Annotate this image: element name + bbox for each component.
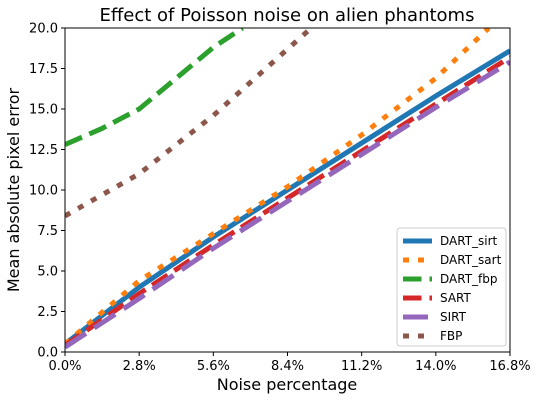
legend-label: DART_sart bbox=[440, 253, 502, 267]
legend-label: FBP bbox=[440, 329, 462, 343]
y-tick-label: 15.0 bbox=[29, 103, 58, 118]
y-tick-label: 10.0 bbox=[29, 184, 58, 199]
plot-area: 0.0% 2.8% 5.6% 8.4% 11.2% 14.0% 16.8% 0.0 2.5 5.0… bbox=[29, 22, 531, 375]
x-tick-label: 2.8% bbox=[123, 359, 156, 374]
series-line-fbp bbox=[65, 28, 313, 219]
x-tick-label: 14.0% bbox=[415, 359, 456, 374]
y-tick-label: 2.5 bbox=[37, 305, 58, 320]
series-line-dart-sirt bbox=[65, 48, 510, 346]
x-tick-label: 16.8% bbox=[489, 359, 530, 374]
series-line-sirt bbox=[65, 59, 510, 350]
series-line-dart-sart bbox=[65, 28, 491, 346]
x-axis-label: Noise percentage bbox=[217, 375, 358, 394]
y-tick-label: 12.5 bbox=[29, 143, 58, 158]
legend-label: DART_fbp bbox=[440, 272, 498, 286]
legend-label: SIRT bbox=[440, 310, 467, 324]
x-tick-label: 5.6% bbox=[197, 359, 230, 374]
legend: DART_sirt DART_sart DART_fbp SART SIRT FBP bbox=[396, 227, 507, 347]
x-tick-label: 8.4% bbox=[271, 359, 304, 374]
y-axis-label: Mean absolute pixel error bbox=[4, 87, 23, 292]
series-line-sart bbox=[65, 55, 510, 348]
legend-label: DART_sirt bbox=[440, 234, 498, 248]
y-tick-label: 5.0 bbox=[37, 265, 58, 280]
x-tick-label: 11.2% bbox=[341, 359, 382, 374]
y-tick-label: 20.0 bbox=[29, 22, 58, 37]
chart-title: Effect of Poisson noise on alien phantom… bbox=[100, 5, 475, 26]
series-line-dart-fbp bbox=[65, 28, 244, 147]
legend-label: SART bbox=[440, 291, 472, 305]
y-tick-label: 0.0 bbox=[37, 346, 58, 361]
y-tick-label: 17.5 bbox=[29, 62, 58, 77]
y-tick-label: 7.5 bbox=[37, 224, 58, 239]
x-tick-label: 0.0% bbox=[48, 359, 81, 374]
series-lines bbox=[65, 28, 510, 350]
